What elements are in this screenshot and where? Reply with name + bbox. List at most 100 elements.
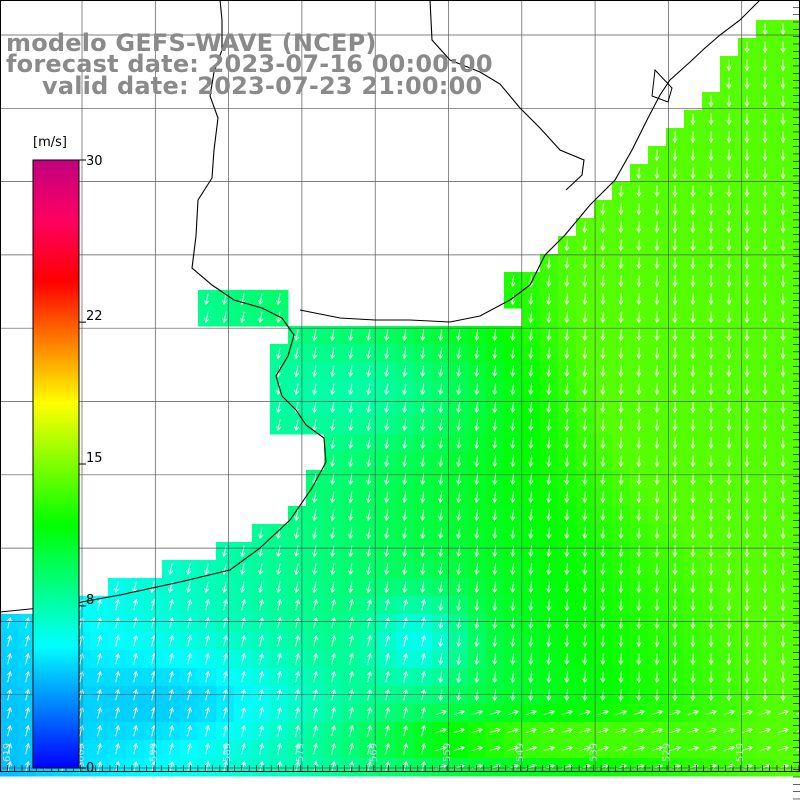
wind-arrow: [528, 671, 534, 684]
wind-arrow: [762, 491, 768, 504]
wind-arrow: [456, 671, 462, 684]
wind-arrow: [420, 581, 426, 594]
wind-arrow: [438, 401, 444, 414]
wind-arrow: [690, 635, 696, 648]
wind-arrow: [546, 491, 552, 504]
wind-arrow: [708, 527, 714, 540]
wind-arrow: [276, 670, 282, 683]
wind-arrow: [762, 563, 768, 576]
wind-arrow: [474, 329, 480, 342]
wind-arrow: [708, 455, 714, 468]
wind-arrow: [528, 635, 534, 648]
wind-arrow: [582, 221, 588, 234]
wind-cell: [792, 344, 800, 363]
wind-arrow: [402, 437, 408, 450]
wind-arrow: [690, 221, 696, 234]
wind-arrow: [294, 527, 300, 540]
wind-arrow: [741, 728, 754, 734]
wind-arrow: [672, 509, 678, 522]
wind-arrow: [510, 581, 516, 594]
wind-arrow: [636, 437, 642, 450]
wind-arrow: [672, 329, 678, 342]
wind-arrow: [474, 653, 480, 666]
wind-arrow: [780, 293, 786, 306]
wind-arrow: [780, 455, 786, 468]
wind-arrow: [258, 598, 264, 611]
wind-arrow: [795, 712, 800, 716]
colorbar: [m/s] 30 22 15 8 0: [32, 135, 103, 776]
wind-arrow: [762, 149, 768, 162]
wind-arrow: [528, 293, 534, 306]
wind-arrow: [636, 311, 642, 324]
wind-arrow: [672, 491, 678, 504]
wind-arrow: [348, 581, 354, 594]
wind-cell: [792, 110, 800, 129]
wind-arrow: [564, 311, 570, 324]
wind-arrow: [654, 635, 660, 648]
wind-arrow: [690, 473, 696, 486]
wind-arrow: [708, 671, 714, 684]
wind-arrow: [114, 634, 120, 647]
wind-arrow: [402, 724, 408, 737]
wind-arrow: [204, 652, 210, 665]
wind-arrow: [384, 419, 390, 432]
wind-arrow: [726, 437, 732, 450]
wind-arrow: [312, 581, 318, 594]
wind-arrow: [402, 347, 408, 360]
colorbar-tick-label: 8: [86, 593, 94, 608]
wind-arrow: [582, 581, 588, 594]
wind-cell: [792, 146, 800, 165]
wind-arrow: [690, 365, 696, 378]
wind-arrow: [96, 706, 102, 719]
wind-arrow: [546, 473, 552, 486]
wind-arrow: [564, 635, 570, 648]
wind-arrow: [438, 653, 444, 666]
wind-arrow: [582, 473, 588, 486]
wind-arrow: [258, 293, 264, 306]
wind-arrow: [312, 365, 318, 378]
wind-arrow: [510, 545, 516, 558]
wind-arrow: [744, 149, 750, 162]
wind-arrow: [294, 616, 300, 629]
wind-arrow: [186, 742, 192, 755]
wind-arrow: [780, 95, 786, 108]
wind-arrow: [654, 419, 660, 432]
wind-arrow: [600, 365, 606, 378]
wind-arrow: [492, 545, 498, 558]
wind-arrow: [708, 365, 714, 378]
wind-arrow: [654, 527, 660, 540]
wind-arrow: [258, 742, 264, 755]
wind-arrow: [546, 437, 552, 450]
wind-arrow: [780, 653, 786, 666]
wind-arrow: [348, 563, 354, 576]
wind-arrow: [420, 724, 426, 737]
wind-arrow: [780, 185, 786, 198]
wind-arrow: [204, 706, 210, 719]
wind-arrow: [600, 617, 606, 630]
wind-arrow: [726, 185, 732, 198]
wind-arrow: [276, 760, 282, 773]
wind-arrow: [636, 257, 642, 270]
wind-arrow: [186, 760, 192, 773]
wind-arrow: [366, 401, 372, 414]
wind-arrow: [528, 437, 534, 450]
valid-date: valid date: 2023-07-23 21:00:00: [42, 72, 483, 100]
wind-arrow: [168, 670, 174, 683]
wind-cell: [792, 686, 800, 705]
wind-arrow: [276, 545, 282, 558]
wind-arrow: [600, 545, 606, 558]
wind-arrow: [780, 581, 786, 594]
wind-arrow: [726, 563, 732, 576]
wind-arrow: [330, 365, 336, 378]
wind-arrow: [474, 419, 480, 432]
wind-cell: [792, 560, 800, 579]
wind-arrow: [651, 746, 664, 752]
wind-arrow: [672, 455, 678, 468]
wind-cell: [792, 362, 800, 381]
wind-arrow: [438, 617, 444, 630]
wind-arrow: [654, 347, 660, 360]
wind-arrow: [708, 419, 714, 432]
wind-arrow: [366, 706, 372, 719]
wind-arrow: [492, 455, 498, 468]
